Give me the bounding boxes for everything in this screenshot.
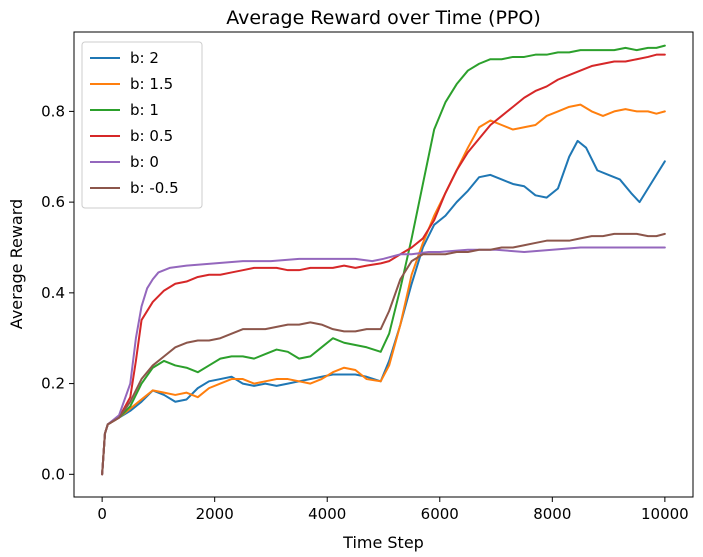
series-line-3 bbox=[101, 53, 666, 476]
series-line-5 bbox=[101, 232, 666, 476]
x-tick-label: 10000 bbox=[641, 505, 689, 523]
legend-label: b: -0.5 bbox=[130, 179, 179, 197]
legend-label: b: 2 bbox=[130, 49, 159, 67]
y-axis: 0.0 0.2 0.4 0.6 0.8 bbox=[41, 102, 74, 483]
y-tick-label: 0.6 bbox=[41, 193, 65, 211]
x-axis-label: Time Step bbox=[342, 533, 424, 552]
plot-frame bbox=[73, 31, 694, 498]
series-line-2 bbox=[101, 44, 666, 476]
legend-label: b: 1.5 bbox=[130, 75, 173, 93]
legend-label: b: 0.5 bbox=[130, 127, 173, 145]
x-tick-label: 4000 bbox=[308, 505, 346, 523]
y-tick-label: 0.2 bbox=[41, 375, 65, 393]
x-tick-label: 8000 bbox=[533, 505, 571, 523]
legend-label: b: 0 bbox=[130, 153, 159, 171]
series-layer bbox=[101, 44, 666, 476]
y-tick-label: 0.8 bbox=[41, 102, 65, 120]
y-tick-label: 0.0 bbox=[41, 465, 65, 483]
series-line-4 bbox=[101, 246, 666, 476]
x-axis: 0 2000 4000 6000 8000 10000 bbox=[97, 497, 689, 523]
chart-title: Average Reward over Time (PPO) bbox=[226, 7, 541, 29]
y-axis-label: Average Reward bbox=[7, 199, 26, 329]
legend-label: b: 1 bbox=[130, 101, 159, 119]
legend: b: 2 b: 1.5 b: 1 b: 0.5 b: 0 b: -0.5 bbox=[81, 41, 203, 209]
series-line-0 bbox=[101, 139, 666, 476]
x-tick-label: 0 bbox=[97, 505, 107, 523]
y-tick-label: 0.4 bbox=[41, 284, 65, 302]
series-line-1 bbox=[101, 103, 666, 476]
x-tick-label: 6000 bbox=[421, 505, 459, 523]
x-tick-label: 2000 bbox=[196, 505, 234, 523]
